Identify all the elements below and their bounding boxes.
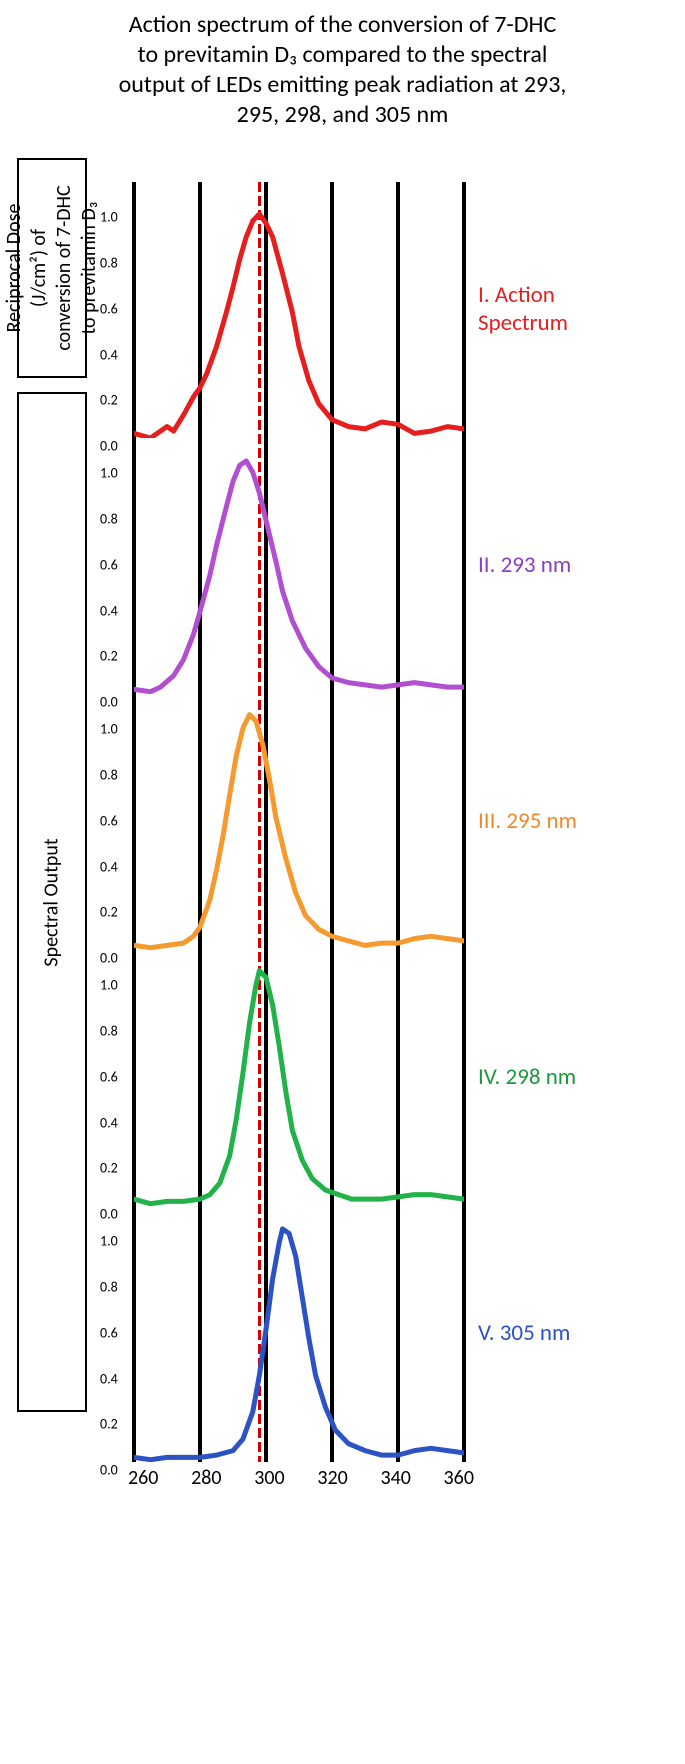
axis-label-box-reciprocal-dose: Reciprocal Dose(J/cm²) ofconversion of 7…	[17, 158, 87, 378]
y-tick: 0.2	[100, 392, 118, 409]
y-tick: 0.4	[100, 1370, 118, 1387]
y-tick: 1.0	[100, 977, 118, 994]
figure-body: Reciprocal Dose(J/cm²) ofconversion of 7…	[8, 158, 677, 1490]
chart-panel-action-spectrum: 1.00.80.60.40.20.0	[134, 182, 464, 438]
plot-area: 1.00.80.60.40.20.01.00.80.60.40.20.01.00…	[96, 158, 502, 1462]
chart-panel-led-295: 1.00.80.60.40.20.0	[134, 694, 464, 950]
axis-label-box-spectral-output: Spectral Output	[17, 392, 87, 1412]
y-tick: 0.6	[100, 1068, 118, 1085]
x-tick: 340	[380, 1466, 410, 1490]
y-tick: 0.0	[100, 694, 118, 711]
x-tick: 320	[317, 1466, 347, 1490]
y-tick: 0.4	[100, 858, 118, 875]
panel-label-led-298: IV. 298 nm	[478, 950, 677, 1206]
x-tick: 360	[444, 1466, 474, 1490]
axis-label-spectral-output: Spectral Output	[40, 838, 65, 966]
y-tick: 0.8	[100, 1279, 118, 1296]
y-tick: 0.6	[100, 1324, 118, 1341]
page: Action spectrum of the conversion of 7-D…	[0, 0, 685, 1510]
figure-title: Action spectrum of the conversion of 7-D…	[23, 10, 663, 130]
y-tick: 0.8	[100, 255, 118, 272]
y-tick: 0.8	[100, 767, 118, 784]
y-tick: 0.8	[100, 511, 118, 528]
y-tick: 0.4	[100, 602, 118, 619]
y-tick: 1.0	[100, 465, 118, 482]
axis-label-reciprocal-dose: Reciprocal Dose(J/cm²) ofconversion of 7…	[2, 158, 102, 378]
chart-line-led-298	[134, 950, 464, 1206]
y-tick: 0.0	[100, 1206, 118, 1223]
panel-label-led-293: II. 293 nm	[478, 438, 677, 694]
left-axis-column: Reciprocal Dose(J/cm²) ofconversion of 7…	[8, 158, 96, 1490]
y-tick: 0.2	[100, 904, 118, 921]
y-tick: 0.0	[100, 950, 118, 967]
panel-label-led-305: V. 305 nm	[478, 1206, 677, 1462]
chart-line-led-295	[134, 694, 464, 950]
x-tick: 260	[128, 1466, 158, 1490]
y-tick: 0.4	[100, 346, 118, 363]
x-tick: 280	[191, 1466, 221, 1490]
y-tick: 0.6	[100, 812, 118, 829]
y-tick: 1.0	[100, 1233, 118, 1250]
y-tick: 0.2	[100, 1160, 118, 1177]
x-tick: 300	[254, 1466, 284, 1490]
y-tick: 0.2	[100, 648, 118, 665]
chart-panel-led-298: 1.00.80.60.40.20.0	[134, 950, 464, 1206]
y-tick: 1.0	[100, 721, 118, 738]
panel-label-led-295: III. 295 nm	[478, 694, 677, 950]
y-tick: 0.0	[100, 1462, 118, 1479]
y-tick: 0.8	[100, 1023, 118, 1040]
chart-line-action-spectrum	[134, 182, 464, 438]
chart-line-led-293	[134, 438, 464, 694]
chart-panel-led-293: 1.00.80.60.40.20.0	[134, 438, 464, 694]
chart-panel-led-305: 1.00.80.60.40.20.0	[134, 1206, 464, 1462]
panel-stack: 1.00.80.60.40.20.01.00.80.60.40.20.01.00…	[134, 158, 502, 1462]
y-tick: 0.4	[100, 1114, 118, 1131]
chart-column: 1.00.80.60.40.20.01.00.80.60.40.20.01.00…	[96, 158, 464, 1490]
y-tick: 0.0	[100, 438, 118, 455]
y-tick: 0.6	[100, 556, 118, 573]
y-tick: 1.0	[100, 209, 118, 226]
x-axis-ticks: 260 280 300 320 340 360	[126, 1466, 476, 1490]
y-tick: 0.2	[100, 1416, 118, 1433]
chart-line-led-305	[134, 1206, 464, 1462]
panel-label-action-spectrum: I. ActionSpectrum	[478, 182, 677, 438]
y-tick: 0.6	[100, 300, 118, 317]
